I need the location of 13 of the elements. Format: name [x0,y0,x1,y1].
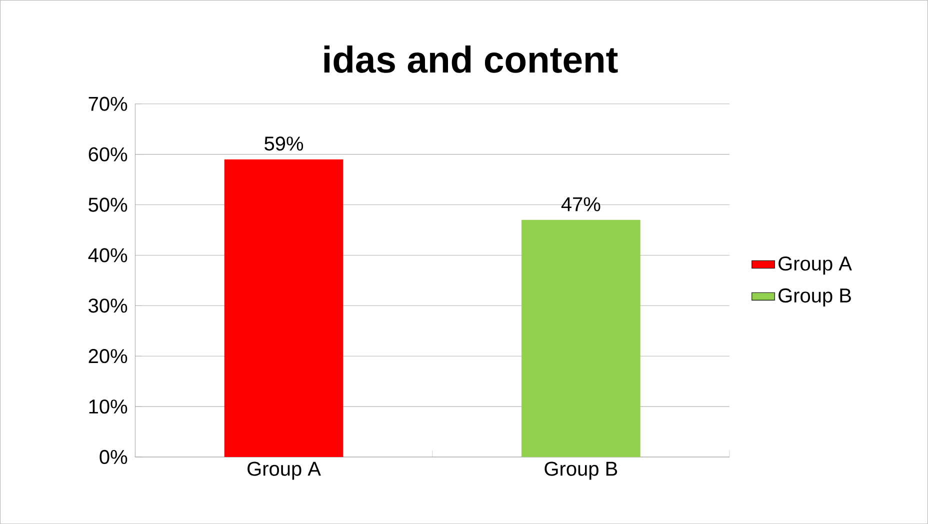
data-label: 59% [264,136,304,151]
y-tick-label: 70% [88,96,128,111]
y-tick-label: 60% [88,147,128,162]
legend-label: Group A [778,256,852,274]
y-tick-label: 10% [89,399,128,414]
y-tick-label: 40% [88,248,128,262]
legend-label: Group B [778,288,851,306]
chart-title: idas and content [324,45,618,73]
data-label: 47% [561,197,600,212]
y-tick-label: 0% [100,450,128,464]
y-tick-label: 20% [88,348,128,364]
y-tick-label: 30% [88,298,128,313]
y-tick-label: 50% [88,198,128,212]
